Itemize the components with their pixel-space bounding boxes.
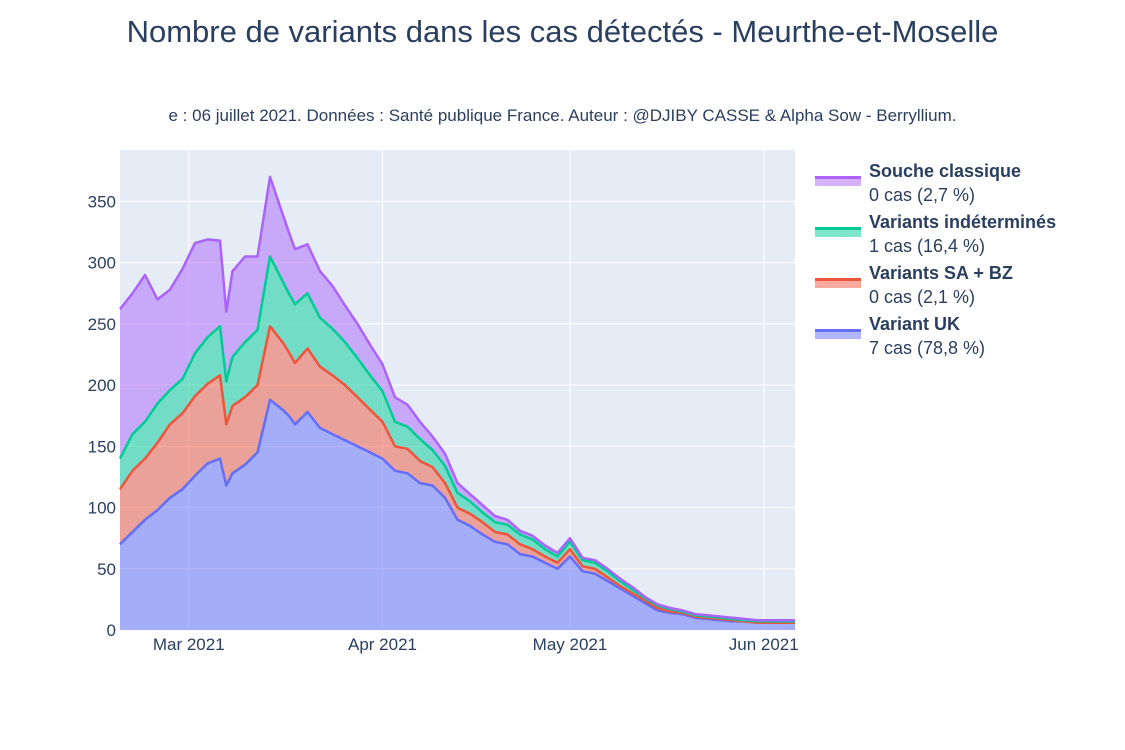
legend-swatch <box>815 176 861 186</box>
x-tick-label: Jun 2021 <box>729 635 799 654</box>
x-tick-label: Apr 2021 <box>348 635 417 654</box>
area-variants-ind-termin-s <box>120 256 795 623</box>
legend-series-summary: 1 cas (16,4 %) <box>869 236 986 256</box>
chart-title: Nombre de variants dans les cas détectés… <box>126 14 999 49</box>
y-tick-label: 200 <box>88 376 116 395</box>
chart-subtitle: e : 06 juillet 2021. Données : Santé pub… <box>168 106 957 125</box>
legend-item[interactable]: Variants indéterminés 1 cas (16,4 %) <box>815 211 1115 262</box>
x-axis-ticks: Mar 2021 Apr 2021 May 2021 Jun 2021 <box>153 635 799 654</box>
legend-item[interactable]: Souche classique 0 cas (2,7 %) <box>815 160 1115 211</box>
y-tick-label: 250 <box>88 315 116 334</box>
legend-series-summary: 0 cas (2,7 %) <box>869 185 976 205</box>
legend-swatch <box>815 227 861 237</box>
y-axis-ticks: 0 50 100 150 200 250 300 350 <box>88 192 116 640</box>
x-tick-label: Mar 2021 <box>153 635 225 654</box>
legend-swatch <box>815 278 861 288</box>
line-souche-classique <box>119 175 795 622</box>
y-tick-label: 0 <box>107 621 116 640</box>
y-tick-label: 350 <box>88 192 116 211</box>
area-souche-classique <box>120 176 795 622</box>
legend-item[interactable]: Variants SA + BZ 0 cas (2,1 %) <box>815 262 1115 313</box>
legend-series-name: Variant UK <box>869 314 961 334</box>
legend-series-name: Souche classique <box>869 161 1022 181</box>
line-variants-sa-bz <box>118 325 795 624</box>
legend-series-name: Variants SA + BZ <box>869 263 1013 283</box>
y-tick-label: 50 <box>97 560 116 579</box>
legend-item[interactable]: Variant UK 7 cas (78,8 %) <box>815 313 1115 364</box>
legend: Souche classique 0 cas (2,7 %) Variants in… <box>815 160 1115 364</box>
y-tick-label: 100 <box>88 499 116 518</box>
series-lines <box>118 175 795 624</box>
y-tick-label: 300 <box>88 254 116 273</box>
area-variant-uk <box>120 399 795 630</box>
legend-series-summary: 7 cas (78,8 %) <box>869 338 986 358</box>
x-tick-label: May 2021 <box>533 635 608 654</box>
area-variants-sa-bz <box>120 326 795 623</box>
legend-series-summary: 0 cas (2,1 %) <box>869 287 976 307</box>
y-tick-label: 150 <box>88 437 116 456</box>
legend-swatch <box>815 329 861 339</box>
stacked-areas <box>120 176 795 630</box>
legend-series-name: Variants indéterminés <box>869 212 1057 232</box>
